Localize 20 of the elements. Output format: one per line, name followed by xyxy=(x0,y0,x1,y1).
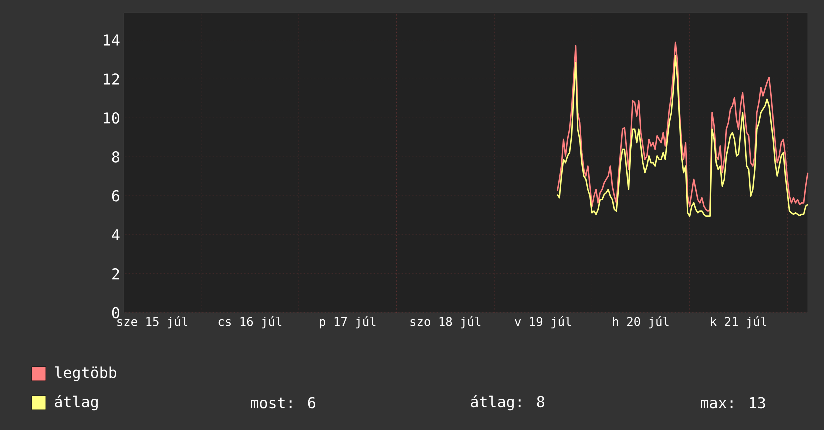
x-tick-label: h 20 júl xyxy=(613,316,669,329)
x-tick-label: sze 15 júl xyxy=(118,316,188,329)
x-tick-label: p 17 júl xyxy=(320,316,376,329)
y-tick-label: 12 xyxy=(104,74,120,85)
text: most: 6 xyxy=(251,397,316,409)
y-tick-label: 14 xyxy=(104,34,120,46)
y-tick-label: 0 xyxy=(112,307,120,319)
x-tick-label: k 21 júl xyxy=(711,316,767,329)
legend-label: legtöbb xyxy=(55,366,117,382)
text: max: 13 xyxy=(701,397,766,409)
y-tick-label: 6 xyxy=(112,190,120,202)
legend-label: átlag xyxy=(55,395,98,411)
x-tick-label: v 19 júl xyxy=(515,316,572,329)
x-tick-label: cs 16 júl xyxy=(218,316,282,329)
y-tick-label: 10 xyxy=(104,112,120,124)
y-tick-label: 4 xyxy=(112,230,120,241)
x-tick-label: szo 18 júl xyxy=(410,316,481,329)
y-tick-label: 8 xyxy=(112,151,120,163)
y-tick-label: 2 xyxy=(112,268,120,280)
text: átlag: 8 xyxy=(471,395,544,411)
